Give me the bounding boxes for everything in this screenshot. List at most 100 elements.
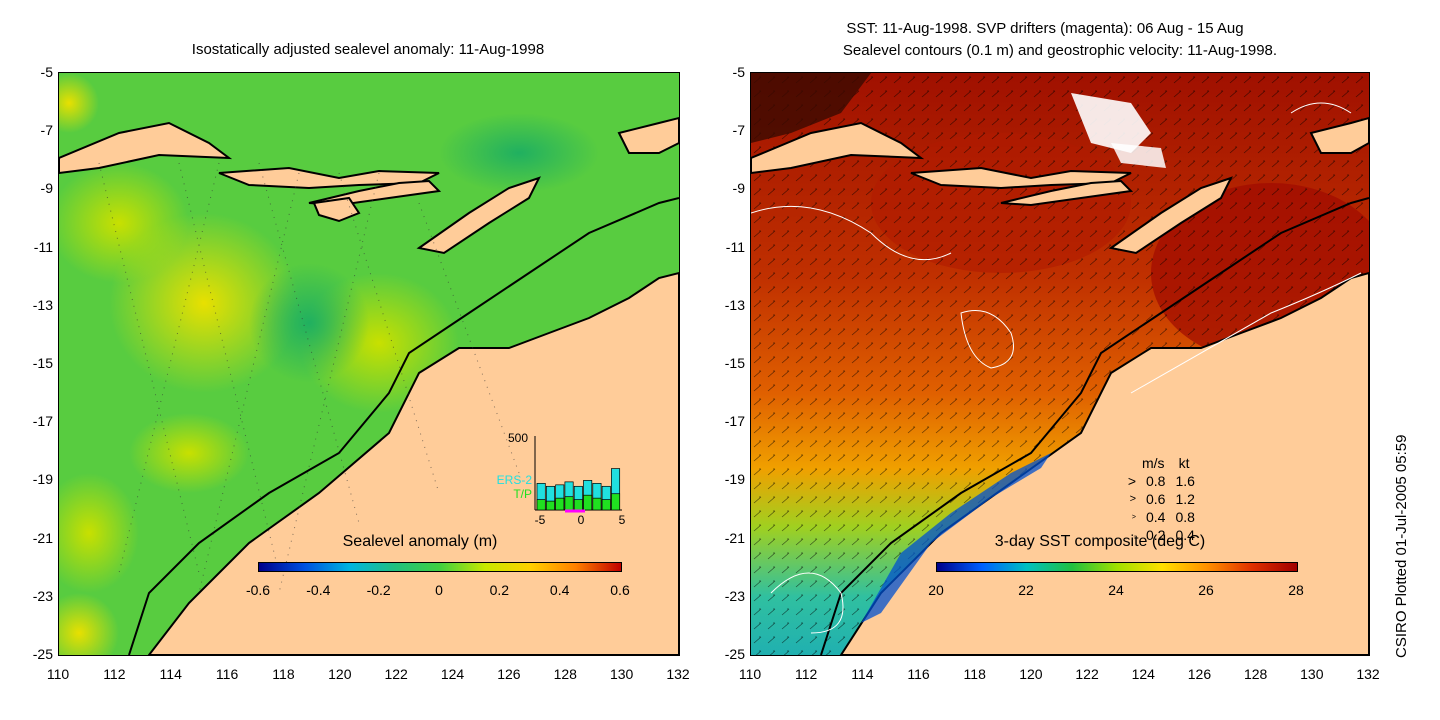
hist-bar-tp <box>545 500 555 511</box>
velocity-arrow-icon: > <box>1129 493 1136 505</box>
velocity-legend: m/s kt >0.8 1.6 >0.6 1.2 >0.4 0.8 >0.2 0.4 <box>1120 455 1230 545</box>
hist-bar-tp <box>536 499 546 511</box>
sst-colorbar-tick: 20 <box>928 582 944 598</box>
left-ytick: -11 <box>33 238 53 255</box>
sealevel-colorbar-label: Sealevel anomaly (m) <box>342 533 498 550</box>
hist-bar-tp <box>592 497 602 511</box>
right-xtick: 120 <box>1019 666 1043 682</box>
right-xtick: 116 <box>907 666 930 682</box>
right-xtick: 114 <box>851 666 874 682</box>
sst-colorbar-tick: 28 <box>1288 582 1304 598</box>
right-xtick: 128 <box>1243 666 1268 682</box>
sealevel-colorbar-tick: 0 <box>435 582 443 598</box>
sealevel-colorbar-tick: 0.2 <box>489 582 510 598</box>
left-xtick: 122 <box>384 666 408 682</box>
left-xtick: 126 <box>497 666 521 682</box>
sst-colorbar-tick: 22 <box>1018 582 1034 598</box>
hist-bar-tp <box>601 499 611 511</box>
left-ytick: -23 <box>32 587 53 604</box>
left-xtick: 110 <box>46 666 70 682</box>
left-xtick: 128 <box>553 666 577 682</box>
hist-bar-tp <box>583 494 593 511</box>
velocity-ms: 0.8 <box>1146 473 1166 489</box>
left-xtick: 112 <box>103 666 126 682</box>
velocity-legend-row: >0.2 0.4 <box>1120 527 1195 543</box>
velocity-legend-row: >0.8 1.6 <box>1120 473 1195 489</box>
left-ytick: -19 <box>32 471 53 488</box>
hist-xtick-1: 0 <box>578 513 585 527</box>
velocity-ms: 0.2 <box>1146 527 1166 543</box>
left-ytick: -5 <box>40 64 53 80</box>
velocity-kt: 0.8 <box>1175 509 1195 525</box>
right-xtick: 110 <box>738 666 762 682</box>
left-xtick: 120 <box>328 666 352 682</box>
right-ytick: -11 <box>725 238 745 255</box>
sst-colorbar-label: 3-day SST composite (deg C) <box>994 533 1206 550</box>
right-ytick: -5 <box>732 64 745 80</box>
velocity-legend-header-ms: m/s <box>1142 455 1165 471</box>
right-ytick: -13 <box>724 296 745 313</box>
left-ytick: -13 <box>32 296 53 313</box>
velocity-kt: 1.2 <box>1175 491 1195 507</box>
right-xtick: 122 <box>1075 666 1099 682</box>
sealevel-colorbar <box>258 562 622 572</box>
right-panel-title-line1: SST: 11-Aug-1998. SVP drifters (magenta)… <box>846 20 1244 37</box>
left-xtick: 132 <box>666 666 690 682</box>
velocity-kt: 1.6 <box>1175 473 1195 489</box>
velocity-legend-row: >0.4 0.8 <box>1120 509 1195 525</box>
right-ytick: -23 <box>724 587 745 604</box>
right-xtick: 124 <box>1131 666 1155 682</box>
left-xtick: 130 <box>609 666 634 682</box>
right-ytick: -7 <box>732 122 745 139</box>
left-xtick: 116 <box>215 666 239 682</box>
right-ytick: -15 <box>724 355 745 371</box>
sst-colorbar-tick: 24 <box>1108 582 1124 598</box>
left-ytick: -7 <box>40 122 53 139</box>
left-ytick: -9 <box>40 180 53 197</box>
right-xtick: 132 <box>1356 666 1380 682</box>
sealevel-colorbar-tick: 0.6 <box>610 582 630 598</box>
velocity-arrow-icon: > <box>1133 532 1136 538</box>
sst-colorbar-tick: 26 <box>1198 582 1214 598</box>
hist-legend-ers2: ERS-2 <box>497 473 533 487</box>
right-ytick: -21 <box>724 529 745 546</box>
right-xtick: 130 <box>1300 666 1324 682</box>
right-xtick: 126 <box>1187 666 1212 682</box>
sealevel-anomaly-map[interactable] <box>58 72 680 656</box>
sst-colorbar <box>936 562 1298 572</box>
sst-map[interactable] <box>750 72 1370 656</box>
left-ytick: -15 <box>32 355 53 371</box>
right-panel-title-line2: Sealevel contours (0.1 m) and geostrophi… <box>842 42 1278 59</box>
hist-ymax-label: 500 <box>508 431 528 445</box>
velocity-ms: 0.4 <box>1146 509 1166 525</box>
right-xtick: 118 <box>963 666 986 682</box>
hist-legend-tp: T/P <box>513 487 532 501</box>
sealevel-colorbar-tick: 0.4 <box>549 582 570 598</box>
hist-bar-tp <box>573 499 583 511</box>
velocity-arrow-icon: > <box>1127 473 1136 489</box>
hist-bar-tp <box>611 493 621 511</box>
left-xtick: 118 <box>272 666 295 682</box>
sealevel-colorbar-tick: -0.4 <box>306 582 331 598</box>
hist-xtick-2: 5 <box>619 513 626 527</box>
right-ytick: -9 <box>732 180 745 197</box>
velocity-legend-row: >0.6 1.2 <box>1120 491 1195 507</box>
velocity-arrow-icon: > <box>1131 513 1136 521</box>
inset-histogram: 500 ERS-2 T/P -5 0 5 <box>480 428 630 528</box>
left-xtick: 114 <box>159 666 182 682</box>
sealevel-colorbar-tick: -0.2 <box>366 582 391 598</box>
credit-text: CSIRO Plotted 01-Jul-2005 05:59 <box>1393 434 1410 658</box>
right-ytick: -19 <box>724 471 745 488</box>
left-panel-title: Isostatically adjusted sealevel anomaly:… <box>191 41 545 58</box>
right-ytick: -17 <box>724 413 745 430</box>
hist-bar-tp <box>555 497 565 511</box>
hist-bar-tp <box>564 496 574 511</box>
right-xtick: 112 <box>795 666 818 682</box>
left-ytick: -17 <box>32 413 53 430</box>
hist-xtick-0: -5 <box>535 513 546 527</box>
left-xtick: 124 <box>440 666 465 682</box>
sealevel-colorbar-tick: -0.6 <box>245 582 271 598</box>
velocity-ms: 0.6 <box>1146 491 1166 507</box>
right-ytick: -25 <box>724 646 745 662</box>
velocity-kt: 0.4 <box>1175 527 1195 543</box>
